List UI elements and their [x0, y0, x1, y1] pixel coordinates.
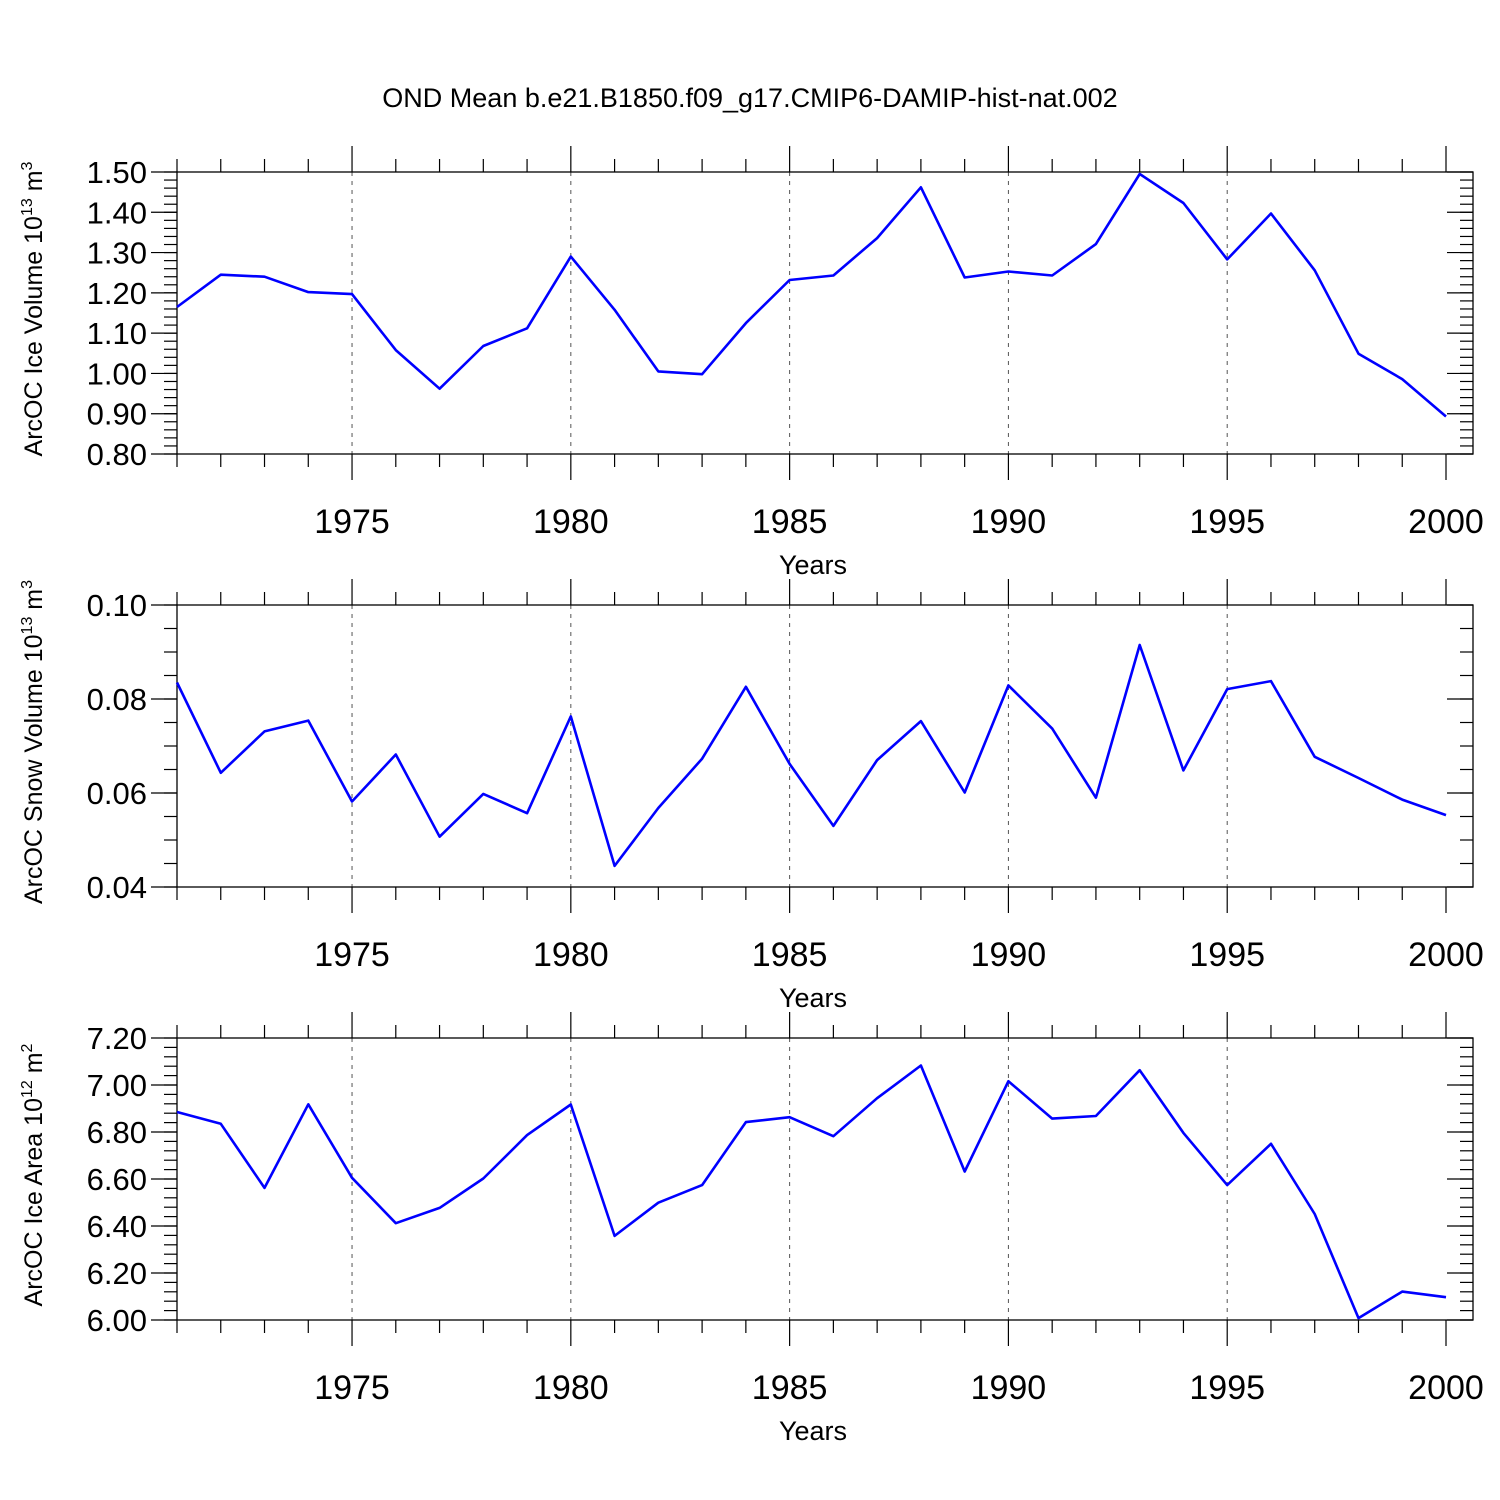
y-tick-label: 1.40 — [87, 195, 147, 230]
y-tick-label: 7.20 — [87, 1021, 147, 1056]
y-tick-label: 0.06 — [87, 776, 147, 811]
y-tick-label: 6.80 — [87, 1115, 147, 1150]
series-line — [175, 643, 1447, 868]
x-tick-label: 1980 — [533, 936, 609, 974]
x-tick-label: 1995 — [1189, 1369, 1265, 1407]
x-axis-label: Years — [779, 1416, 847, 1446]
x-tick-label: 1985 — [752, 936, 828, 974]
y-tick-label: 0.04 — [87, 870, 147, 905]
x-tick-label: 2000 — [1408, 503, 1484, 541]
y-tick-label: 6.40 — [87, 1209, 147, 1244]
x-axis-label: Years — [779, 983, 847, 1013]
figure-title: OND Mean b.e21.B1850.f09_g17.CMIP6-DAMIP… — [382, 83, 1117, 113]
y-tick-label: 1.30 — [87, 236, 147, 271]
x-tick-label: 1980 — [533, 503, 609, 541]
y-tick-label: 1.00 — [87, 356, 147, 391]
y-tick-label: 6.00 — [87, 1303, 147, 1338]
y-tick-label: 7.00 — [87, 1068, 147, 1103]
y-tick-label: 0.90 — [87, 397, 147, 432]
y-axis-label: ArcOC Snow Volume 1013 m3 — [19, 580, 48, 904]
y-tick-label: 0.10 — [87, 588, 147, 623]
x-tick-label: 2000 — [1408, 936, 1484, 974]
y-tick-label: 6.20 — [87, 1256, 147, 1291]
x-tick-label: 1990 — [971, 936, 1047, 974]
x-tick-label: 1990 — [971, 1369, 1047, 1407]
x-tick-label: 1990 — [971, 503, 1047, 541]
y-axis-label: ArcOC Ice Volume 1013 m3 — [19, 161, 48, 456]
x-axis-label: Years — [779, 550, 847, 580]
series-line — [176, 1064, 1447, 1320]
plot-frame — [176, 171, 1474, 455]
chart-panel-1: 0.80 0.90 1.00 1.10 1.20 1.30 1.40 1.50 1975 1980… — [19, 146, 1484, 580]
x-tick-label: 1985 — [752, 503, 828, 541]
chart-panel-3: 6.00 6.20 6.40 6.60 6.80 7.00 7.20 1975 1980 1985… — [19, 1012, 1484, 1446]
y-tick-label: 1.20 — [87, 276, 147, 311]
x-tick-label: 1985 — [752, 1369, 828, 1407]
y-tick-label: 1.10 — [87, 316, 147, 351]
x-tick-label: 1975 — [314, 503, 390, 541]
y-tick-label: 0.80 — [87, 437, 147, 472]
x-tick-label: 1975 — [314, 1369, 390, 1407]
x-tick-label: 1980 — [533, 1369, 609, 1407]
x-tick-label: 2000 — [1408, 1369, 1484, 1407]
plot-frame — [176, 604, 1474, 888]
y-tick-label: 1.50 — [87, 155, 147, 190]
y-tick-label: 6.60 — [87, 1162, 147, 1197]
plot-frame — [176, 1037, 1474, 1321]
series-line — [176, 172, 1447, 418]
x-tick-label: 1995 — [1189, 936, 1265, 974]
x-tick-label: 1975 — [314, 936, 390, 974]
x-tick-label: 1995 — [1189, 503, 1265, 541]
y-tick-label: 0.08 — [87, 682, 147, 717]
chart-panel-2: 0.04 0.06 0.08 0.10 1975 1980 1985 1990 1995 2000… — [19, 579, 1484, 1013]
y-axis-label: ArcOC Ice Area 1012 m2 — [19, 1043, 48, 1306]
